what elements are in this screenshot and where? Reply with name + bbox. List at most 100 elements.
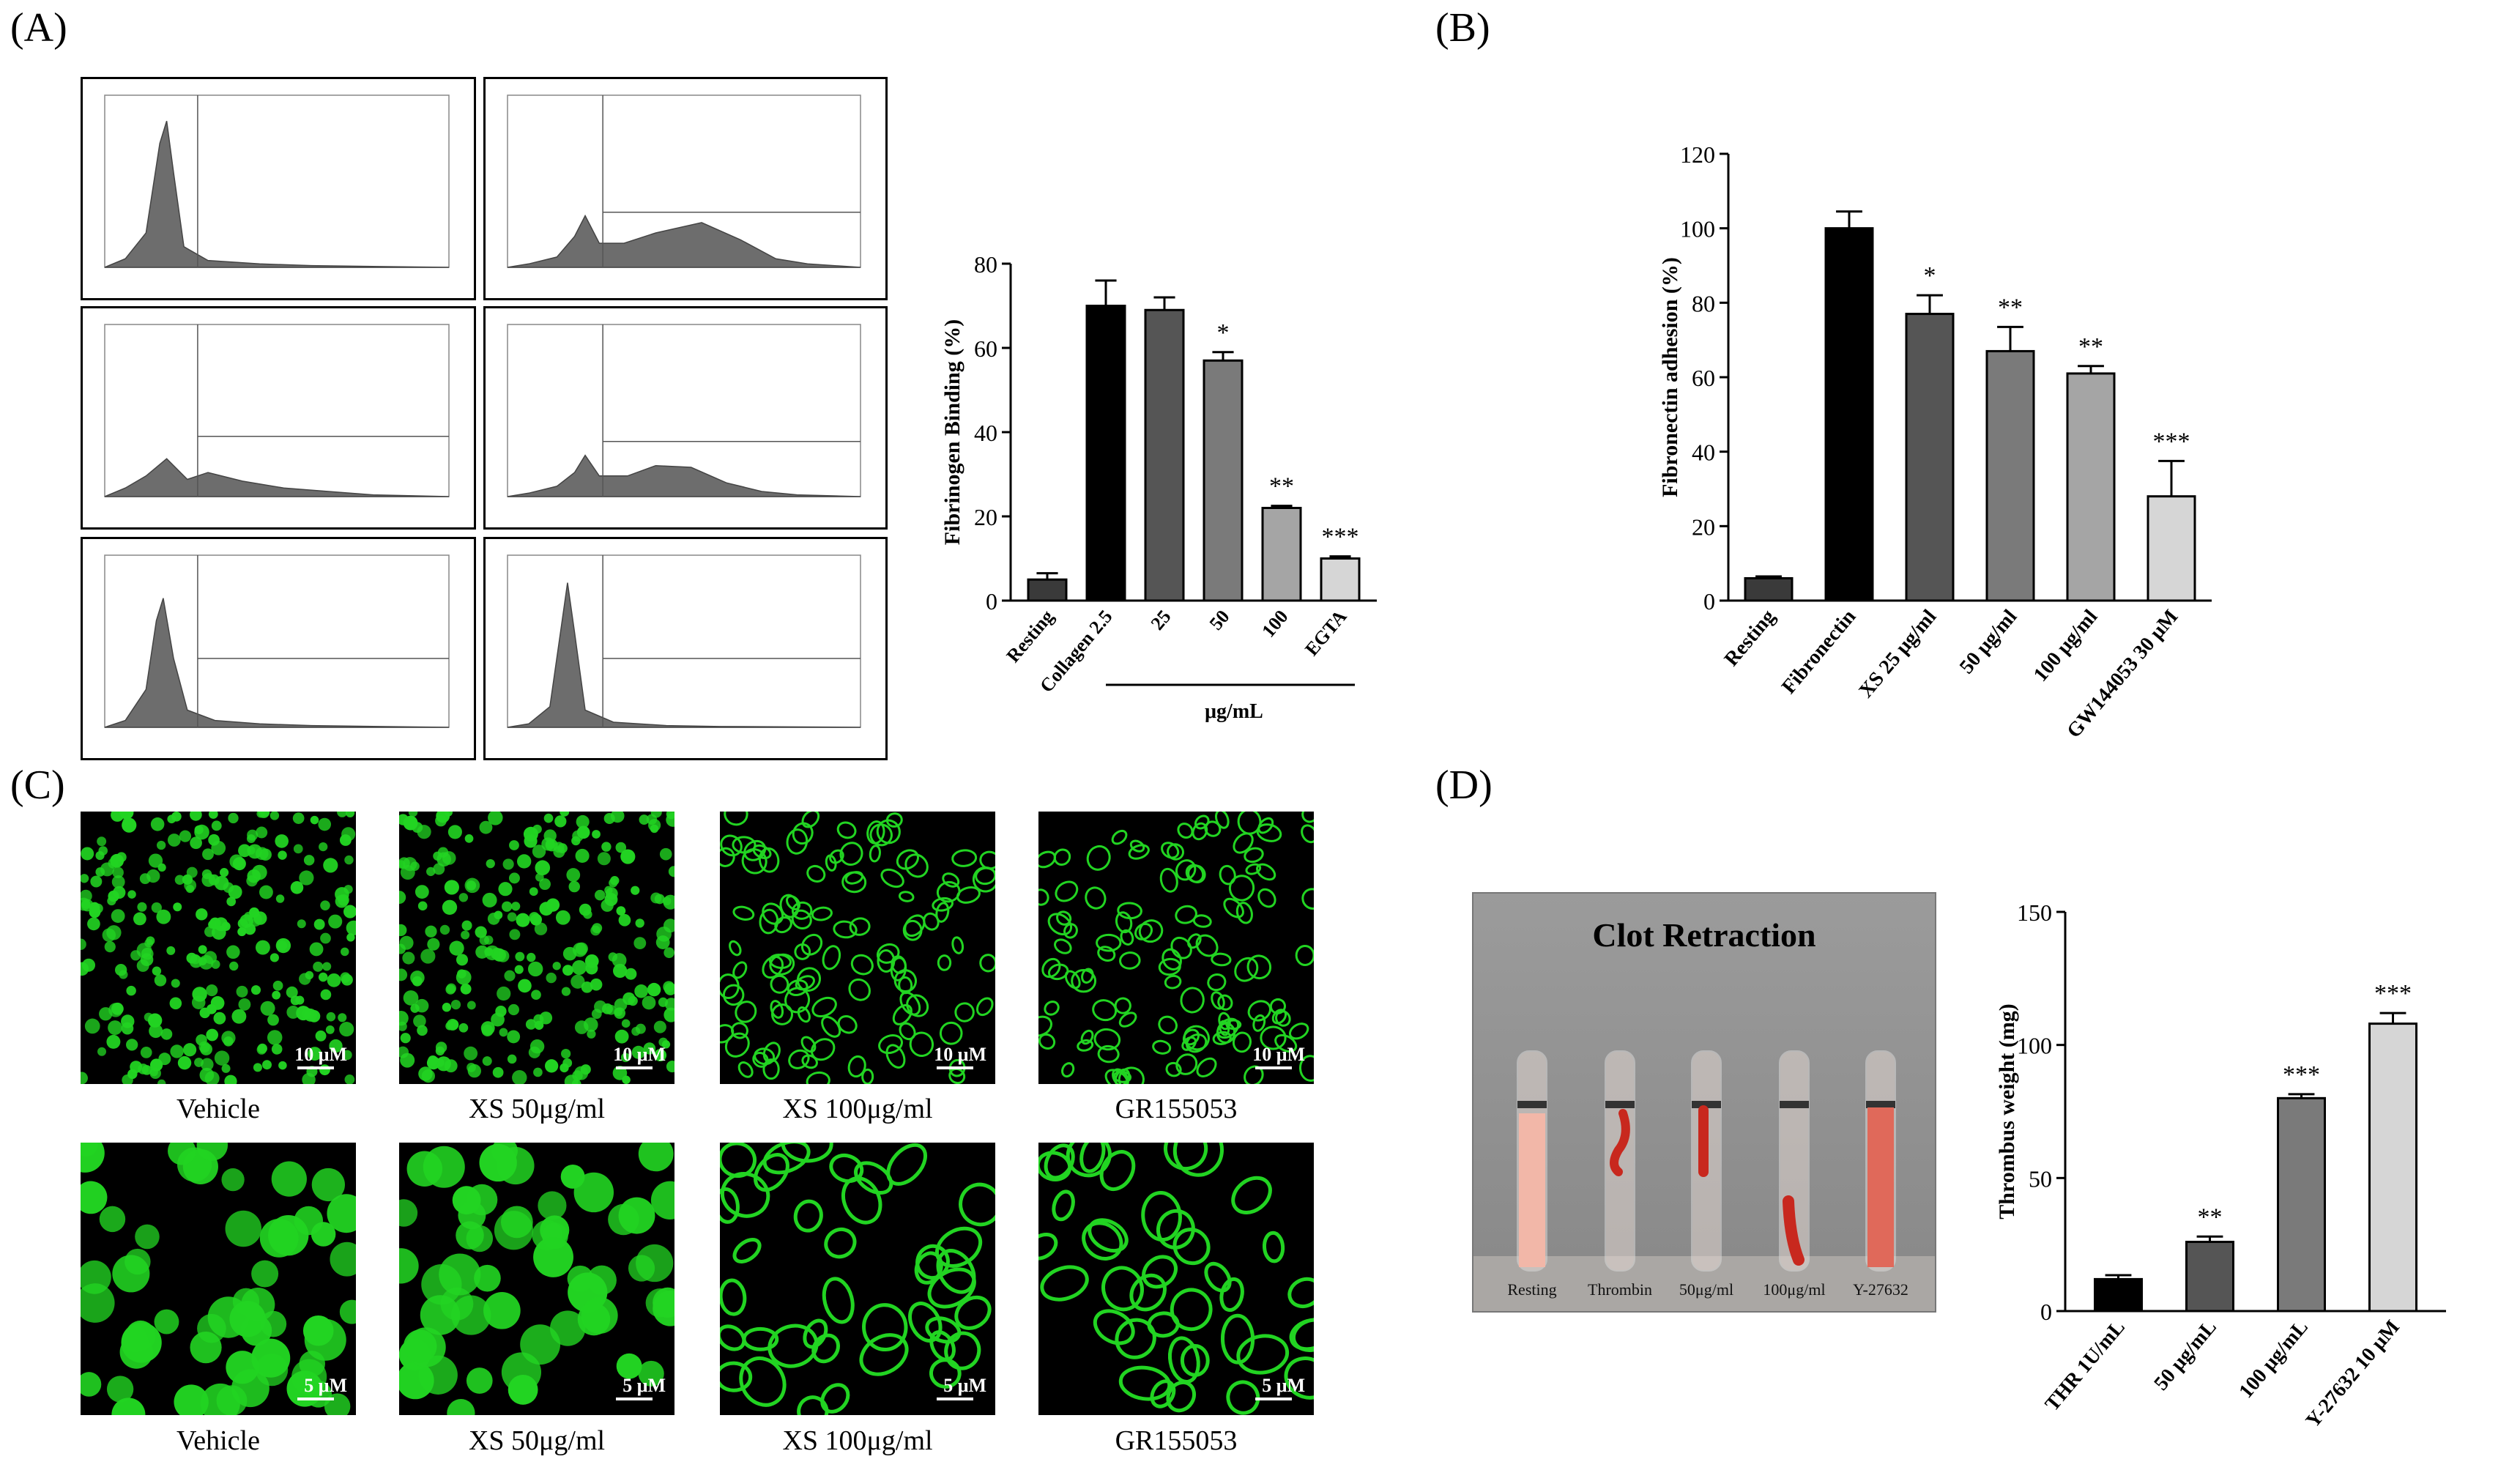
platelet	[720, 973, 740, 1000]
tube-ring	[1605, 1101, 1635, 1108]
platelet	[467, 1064, 482, 1078]
y-tick-label: 20	[1692, 513, 1715, 540]
x-tick-label: 50 μg/mL	[2149, 1316, 2220, 1395]
platelet	[609, 878, 618, 888]
platelet	[601, 842, 612, 852]
platelet	[1159, 867, 1178, 893]
platelet	[618, 1197, 655, 1234]
platelet	[399, 891, 406, 905]
platelet	[1219, 864, 1236, 886]
histogram-icon	[104, 324, 450, 497]
platelet	[836, 821, 857, 839]
platelet	[545, 1059, 559, 1073]
platelet	[275, 938, 291, 954]
platelet	[318, 817, 332, 831]
platelet	[886, 1143, 927, 1186]
platelet	[244, 923, 256, 935]
platelet	[81, 1283, 115, 1323]
platelet	[516, 854, 532, 869]
platelet	[566, 868, 581, 882]
platelet	[1269, 998, 1286, 1014]
platelet	[271, 1044, 283, 1055]
platelet	[594, 889, 606, 901]
platelet	[1211, 991, 1225, 1010]
platelet	[339, 1022, 354, 1037]
platelet	[724, 812, 748, 826]
tube-ring	[1692, 1101, 1721, 1108]
x-tick-label: EGTA	[1301, 606, 1350, 660]
platelet	[425, 925, 437, 938]
platelet	[204, 1071, 220, 1084]
platelet	[308, 1047, 322, 1061]
histogram-icon	[104, 94, 450, 268]
y-tick-label: 80	[974, 251, 997, 278]
platelet	[399, 968, 408, 981]
platelet	[663, 981, 674, 993]
platelet	[762, 1143, 811, 1175]
platelet	[318, 972, 328, 982]
platelet	[260, 1001, 275, 1016]
platelet	[762, 1058, 780, 1080]
platelet	[650, 892, 662, 904]
platelet	[1086, 845, 1111, 871]
platelet	[515, 951, 525, 962]
microscopy-caption: XS 100μg/ml	[782, 1425, 933, 1456]
microscopy-caption: XS 50μg/ml	[468, 1425, 606, 1456]
platelet	[532, 824, 542, 834]
bar	[1203, 359, 1244, 602]
platelet	[1096, 933, 1122, 952]
platelet	[1097, 946, 1116, 962]
platelet	[1082, 1221, 1123, 1261]
platelet	[653, 1020, 666, 1033]
platelet	[795, 975, 815, 991]
platelet	[270, 953, 279, 962]
platelet	[518, 979, 532, 993]
scale-bar-label: 10 μM	[934, 1044, 986, 1065]
platelet	[939, 1021, 963, 1045]
platelet	[81, 874, 89, 883]
platelet	[236, 985, 248, 998]
platelet	[343, 905, 356, 918]
microscopy-image: 5 μM	[81, 1143, 356, 1415]
platelet	[290, 881, 304, 894]
platelet	[1256, 863, 1276, 881]
platelet	[720, 1361, 753, 1392]
platelet	[1119, 951, 1141, 970]
platelet	[262, 1060, 272, 1070]
platelet	[797, 1395, 829, 1415]
platelet	[618, 913, 631, 927]
platelet	[166, 946, 176, 955]
platelet	[643, 1042, 656, 1055]
platelet	[151, 902, 162, 913]
platelet	[208, 834, 220, 846]
y-tick-label: 60	[1692, 365, 1715, 391]
platelet	[458, 1201, 486, 1230]
platelet	[576, 825, 590, 839]
platelet	[666, 812, 674, 820]
platelet	[592, 830, 601, 839]
platelet	[1232, 1031, 1252, 1053]
platelet	[171, 979, 180, 988]
platelet	[935, 902, 950, 923]
platelet	[97, 1047, 107, 1056]
x-tick-label: 50	[1205, 606, 1234, 634]
microscopy-image: 10 μM	[399, 812, 674, 1084]
platelet	[106, 1376, 134, 1403]
platelet	[206, 1003, 217, 1014]
platelet	[286, 1006, 300, 1019]
platelet	[500, 1206, 533, 1239]
platelet	[796, 967, 822, 992]
x-tick-label: Fibronectin	[1777, 605, 1861, 698]
platelet	[475, 926, 487, 938]
platelet	[788, 1049, 810, 1069]
platelet	[223, 1036, 234, 1047]
platelet	[135, 1224, 160, 1250]
platelet	[1120, 929, 1134, 946]
platelet	[447, 825, 462, 839]
tube-ring	[1780, 1101, 1809, 1108]
platelet	[800, 933, 823, 956]
platelet	[206, 984, 218, 997]
platelet	[1079, 1143, 1106, 1173]
microscopy-image: 5 μM	[720, 1143, 995, 1415]
